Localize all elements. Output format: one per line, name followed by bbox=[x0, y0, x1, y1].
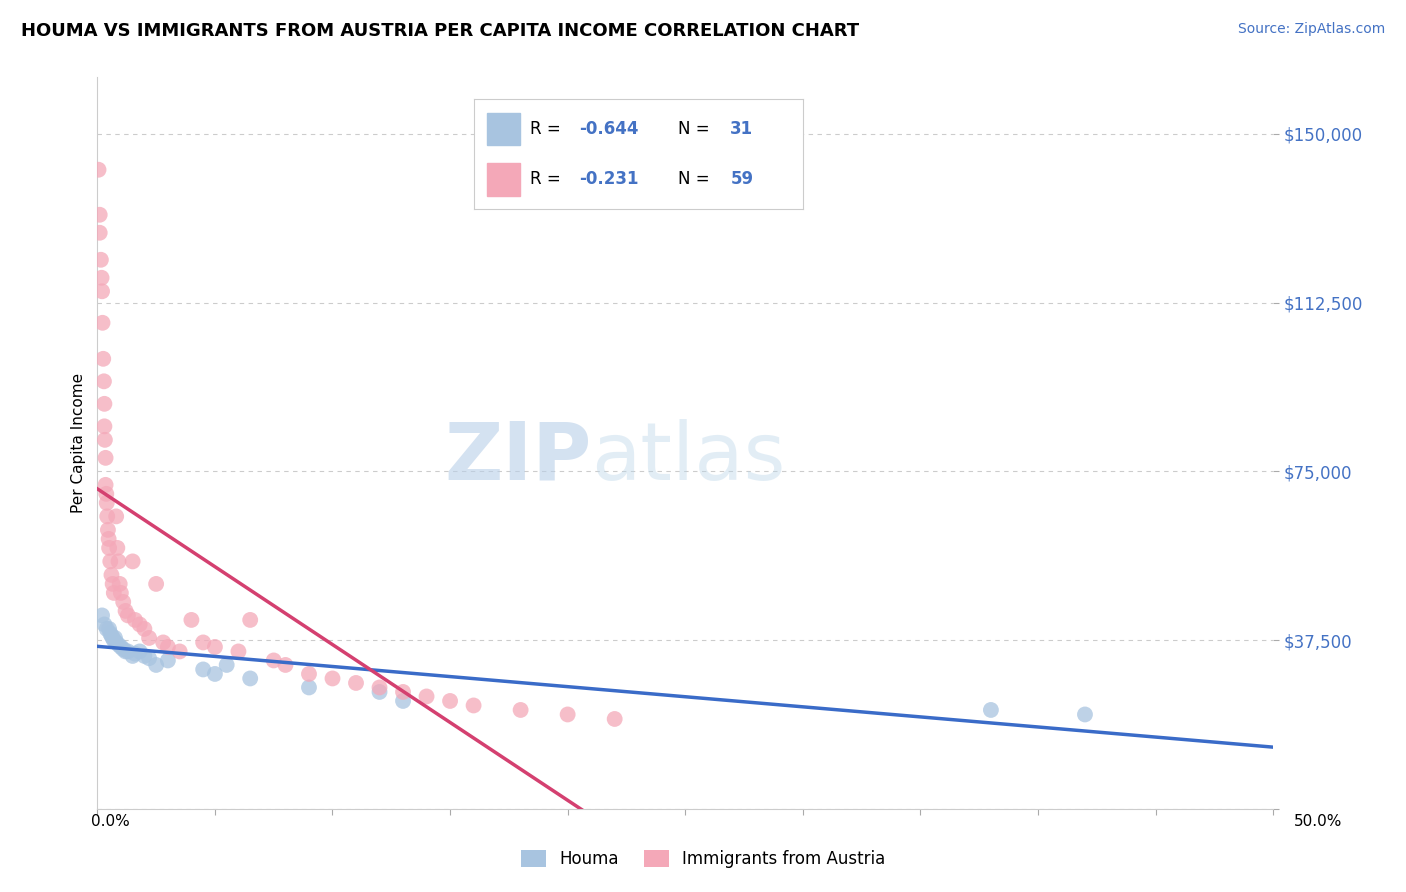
Point bbox=[94, 433, 117, 447]
Point bbox=[96, 496, 118, 510]
Point bbox=[91, 316, 114, 330]
Point bbox=[97, 532, 120, 546]
Text: atlas: atlas bbox=[591, 419, 786, 497]
Point bbox=[180, 613, 202, 627]
Point bbox=[98, 626, 121, 640]
Point bbox=[94, 450, 117, 465]
Point bbox=[603, 712, 626, 726]
Point bbox=[124, 647, 146, 661]
Point bbox=[239, 613, 262, 627]
Point bbox=[110, 640, 132, 654]
Point bbox=[89, 226, 111, 240]
Point bbox=[100, 629, 122, 643]
Point bbox=[108, 577, 131, 591]
Point bbox=[121, 648, 143, 663]
Point bbox=[204, 667, 226, 681]
Point bbox=[368, 681, 391, 695]
Point bbox=[112, 595, 135, 609]
Point bbox=[98, 554, 121, 568]
Point bbox=[96, 487, 118, 501]
Point bbox=[96, 509, 118, 524]
Text: ZIP: ZIP bbox=[444, 419, 591, 497]
Point bbox=[128, 617, 150, 632]
Point bbox=[392, 685, 415, 699]
Point bbox=[239, 672, 262, 686]
Point bbox=[128, 644, 150, 658]
Point bbox=[93, 397, 115, 411]
Point bbox=[110, 586, 132, 600]
Point bbox=[138, 651, 160, 665]
Point bbox=[298, 667, 321, 681]
Point bbox=[94, 478, 117, 492]
Y-axis label: Per Capita Income: Per Capita Income bbox=[72, 373, 86, 513]
Point bbox=[90, 270, 112, 285]
Point bbox=[87, 162, 110, 177]
Point bbox=[114, 604, 136, 618]
Point bbox=[91, 285, 114, 299]
Point bbox=[156, 640, 179, 654]
Point bbox=[509, 703, 531, 717]
Point bbox=[415, 690, 437, 704]
Point bbox=[104, 631, 127, 645]
Text: Source: ZipAtlas.com: Source: ZipAtlas.com bbox=[1237, 22, 1385, 37]
Point bbox=[105, 635, 128, 649]
Point bbox=[134, 648, 156, 663]
Legend: Houma, Immigrants from Austria: Houma, Immigrants from Austria bbox=[515, 843, 891, 875]
Point bbox=[117, 644, 139, 658]
Point bbox=[152, 635, 174, 649]
Point bbox=[228, 644, 250, 658]
Point bbox=[134, 622, 156, 636]
Point bbox=[93, 374, 115, 388]
Point bbox=[121, 554, 143, 568]
Point bbox=[298, 681, 321, 695]
Point bbox=[368, 685, 391, 699]
Point bbox=[193, 662, 215, 676]
Point bbox=[103, 586, 125, 600]
Point bbox=[89, 208, 111, 222]
Point bbox=[980, 703, 1002, 717]
Point bbox=[93, 617, 115, 632]
Point bbox=[105, 509, 128, 524]
Point bbox=[100, 568, 122, 582]
Point bbox=[96, 622, 118, 636]
Point bbox=[193, 635, 215, 649]
Point bbox=[169, 644, 191, 658]
Point bbox=[98, 622, 121, 636]
Point bbox=[263, 653, 285, 667]
Text: 50.0%: 50.0% bbox=[1295, 814, 1343, 829]
Point bbox=[105, 541, 128, 555]
Point bbox=[112, 642, 135, 657]
Point bbox=[98, 541, 121, 555]
Point bbox=[145, 577, 167, 591]
Point bbox=[145, 657, 167, 672]
Point bbox=[90, 252, 112, 267]
Point bbox=[103, 633, 125, 648]
Point bbox=[91, 608, 114, 623]
Point bbox=[114, 644, 136, 658]
Point bbox=[117, 608, 139, 623]
Point bbox=[124, 613, 146, 627]
Point bbox=[392, 694, 415, 708]
Point bbox=[97, 523, 120, 537]
Point bbox=[156, 653, 179, 667]
Point bbox=[204, 640, 226, 654]
Point bbox=[463, 698, 485, 713]
Point bbox=[215, 657, 238, 672]
Point bbox=[344, 676, 367, 690]
Text: 0.0%: 0.0% bbox=[91, 814, 131, 829]
Point bbox=[557, 707, 579, 722]
Point bbox=[107, 638, 129, 652]
Text: HOUMA VS IMMIGRANTS FROM AUSTRIA PER CAPITA INCOME CORRELATION CHART: HOUMA VS IMMIGRANTS FROM AUSTRIA PER CAP… bbox=[21, 22, 859, 40]
Point bbox=[101, 631, 124, 645]
Point bbox=[321, 672, 343, 686]
Point bbox=[274, 657, 297, 672]
Point bbox=[93, 419, 115, 434]
Point bbox=[91, 351, 114, 366]
Point bbox=[107, 554, 129, 568]
Point bbox=[138, 631, 160, 645]
Point bbox=[439, 694, 461, 708]
Point bbox=[101, 577, 124, 591]
Point bbox=[1074, 707, 1097, 722]
